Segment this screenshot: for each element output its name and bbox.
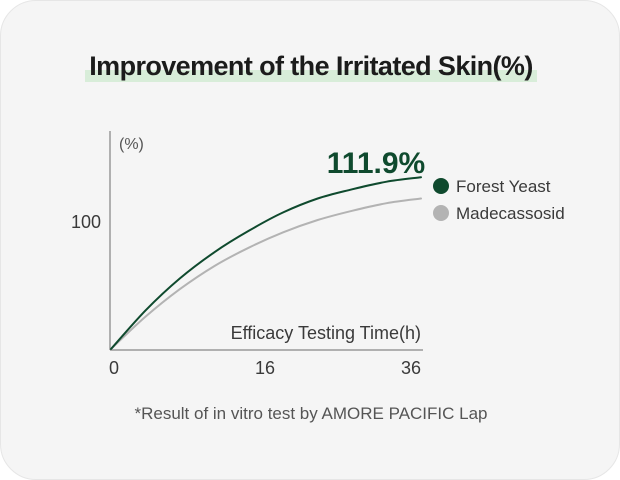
x-tick-label-0: 0	[109, 358, 119, 378]
legend: Forest Yeast Madecassosid	[433, 177, 565, 223]
legend-label-madecassosid: Madecassosid	[456, 204, 565, 223]
legend-label-forest-yeast: Forest Yeast	[456, 177, 551, 196]
legend-marker-forest-yeast	[433, 178, 449, 194]
y-tick-label-100: 100	[71, 212, 101, 232]
series-line-forest-yeast	[110, 176, 422, 350]
legend-marker-madecassosid	[433, 205, 449, 221]
x-tick-label-16: 16	[255, 358, 275, 378]
title-wrap: Improvement of the Irritated Skin(%)	[1, 51, 619, 82]
series-line-madecassosid	[110, 197, 422, 350]
y-axis-label: (%)	[119, 136, 144, 153]
peak-value-annotation: 111.9%	[327, 147, 425, 180]
x-axis-label: Efficacy Testing Time(h)	[231, 323, 421, 343]
chart-title: Improvement of the Irritated Skin(%)	[85, 51, 537, 82]
footnote: *Result of in vitro test by AMORE PACIFI…	[134, 404, 488, 423]
series-layer	[110, 176, 422, 350]
x-tick-label-36: 36	[401, 358, 421, 378]
